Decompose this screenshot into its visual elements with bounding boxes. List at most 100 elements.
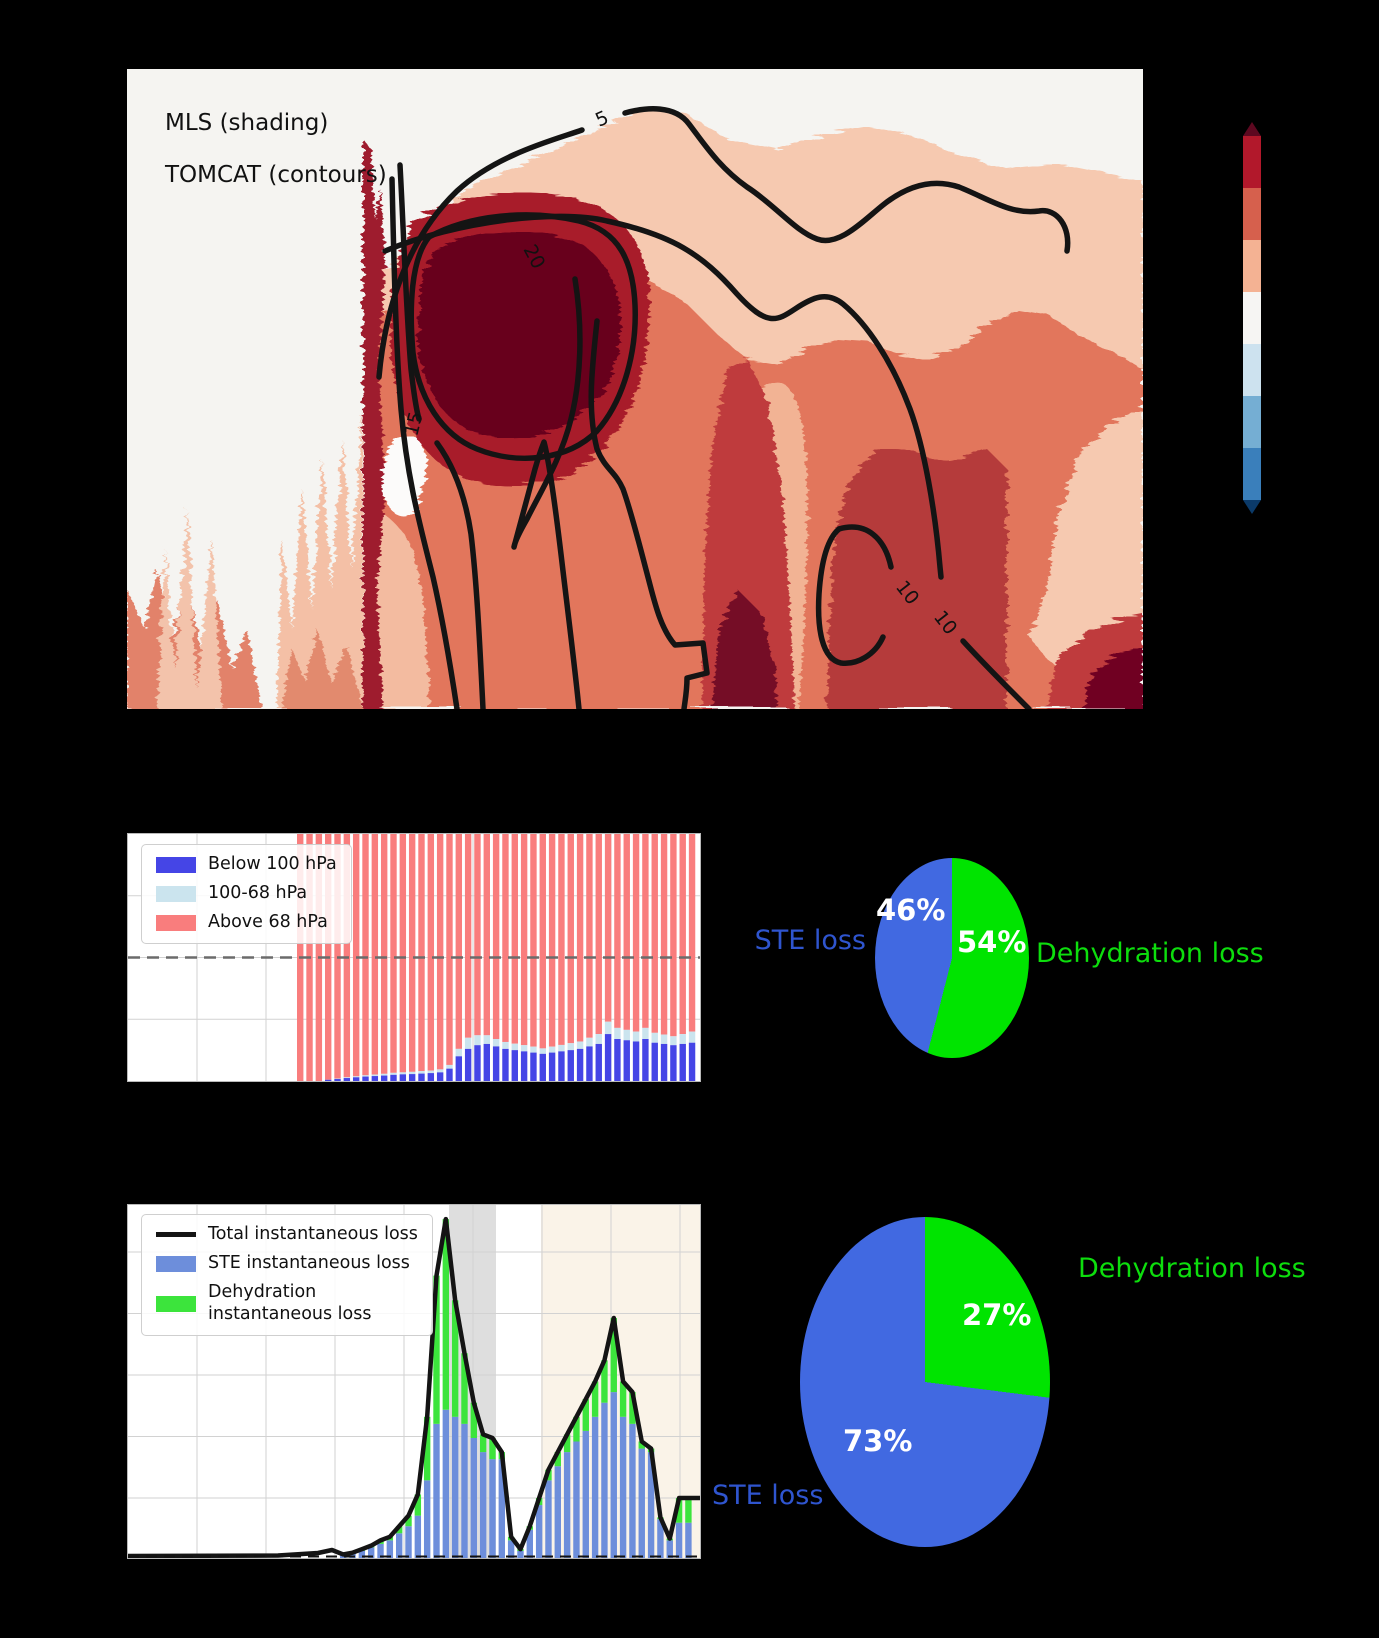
bar-ste — [526, 1529, 533, 1558]
bar-above68 — [595, 834, 602, 1035]
contour-15-lower — [434, 440, 486, 709]
bar-below100 — [614, 1039, 621, 1081]
bar-below100 — [324, 1079, 332, 1081]
bar-ste — [367, 1547, 375, 1558]
bar-100-68 — [408, 1071, 416, 1075]
bar-above68 — [464, 834, 472, 1038]
dehydration-label-bot: Dehydration loss — [1078, 1253, 1306, 1284]
bar-ste — [451, 1416, 459, 1558]
below-100-label: Below 100 hPa — [208, 854, 337, 874]
bar-below100 — [586, 1046, 593, 1081]
bar-100-68 — [595, 1034, 602, 1044]
bar-ste — [535, 1505, 543, 1558]
bar-100-68 — [679, 1034, 686, 1044]
bar-ste — [461, 1423, 468, 1558]
bar-dehydration — [638, 1441, 645, 1449]
bar-below100 — [539, 1053, 546, 1081]
bar-above68 — [390, 834, 397, 1073]
bar-100-68 — [576, 1041, 584, 1049]
bar-ste — [349, 1552, 356, 1558]
bar-above68 — [539, 834, 546, 1049]
bar-below100 — [352, 1077, 360, 1081]
total-loss-pie — [875, 858, 1029, 1058]
bar-below100 — [502, 1048, 509, 1081]
bar-dehydration — [675, 1497, 683, 1523]
contour-15-upper — [397, 162, 422, 422]
bar-below100 — [679, 1043, 686, 1081]
above-68-label: Above 68 hPa — [208, 911, 328, 932]
bar-above68 — [642, 834, 649, 1028]
bar-below100 — [642, 1039, 649, 1081]
bar-100-68 — [380, 1073, 388, 1076]
bar-above68 — [520, 834, 528, 1046]
mls-shading-regions — [127, 109, 1143, 709]
bar-below100 — [362, 1076, 369, 1081]
contour-10-tail — [960, 638, 1032, 709]
bar-ste — [685, 1522, 692, 1558]
bar-dehydration — [554, 1452, 561, 1467]
bar-100-68 — [520, 1045, 528, 1052]
bar-ste — [442, 1409, 450, 1558]
bar-100-68 — [399, 1072, 407, 1075]
bar-below100 — [408, 1074, 416, 1081]
colorbar — [1243, 122, 1261, 514]
bar-above68 — [380, 834, 388, 1074]
bar-dehydration — [433, 1275, 440, 1424]
bar-above68 — [623, 834, 630, 1030]
bar-above68 — [408, 834, 416, 1072]
bar-100-68 — [436, 1069, 444, 1073]
bar-below100 — [464, 1048, 472, 1081]
dehydration-label: Dehydration instantaneous loss — [208, 1281, 372, 1324]
bar-above68 — [604, 834, 612, 1022]
bar-ste — [638, 1448, 645, 1558]
bar-100-68 — [567, 1043, 574, 1051]
total-loss-line — [128, 1216, 700, 1558]
bar-below100 — [371, 1076, 379, 1081]
bar-100-68 — [539, 1048, 546, 1054]
contour-panel: 5 20 15 10 10 MLS (shading) TOMCAT (conto… — [127, 69, 1143, 709]
bar-above68 — [548, 834, 556, 1047]
bar-100-68 — [604, 1021, 612, 1035]
below-100-swatch — [156, 856, 196, 873]
bar-above68 — [688, 834, 696, 1032]
colorbar-segment-5 — [1243, 396, 1261, 448]
bar-below100 — [483, 1043, 490, 1081]
pressure-fraction-chart: Below 100 hPa 100-68 hPa Above 68 hPa — [127, 833, 701, 1082]
loss-legend: Total instantaneous loss STE instantaneo… — [141, 1214, 433, 1336]
contour-20-tail — [511, 276, 583, 709]
bar-ste — [545, 1480, 552, 1558]
between-100-68-swatch — [156, 885, 196, 902]
bar-ste — [647, 1452, 655, 1558]
bar-above68 — [660, 834, 668, 1035]
bar-100-68 — [455, 1048, 463, 1057]
bar-100-68 — [343, 1077, 351, 1079]
bar-above68 — [352, 834, 360, 1077]
bar-dehydration — [470, 1402, 478, 1438]
bar-ste — [433, 1423, 440, 1558]
bar-ste — [358, 1550, 366, 1558]
bar-below100 — [632, 1041, 640, 1081]
between-100-68-label: 100-68 hPa — [208, 882, 308, 903]
bar-below100 — [595, 1043, 602, 1081]
bar-below100 — [399, 1074, 407, 1081]
ste-loss-pct-mid: 46% — [876, 893, 946, 927]
bar-dehydration — [442, 1219, 450, 1410]
bar-ste — [666, 1540, 673, 1558]
colorbar-extend-under — [1243, 500, 1261, 514]
bar-dehydration — [573, 1416, 580, 1442]
contour-15-inner — [389, 176, 460, 709]
bar-below100 — [455, 1056, 463, 1081]
bar-below100 — [688, 1042, 696, 1081]
dehydration-label-mid: Dehydration loss — [1036, 938, 1264, 969]
contour-hook — [588, 318, 710, 709]
bar-ste — [563, 1452, 571, 1558]
legend-row-dehydration: Dehydration instantaneous loss — [156, 1282, 418, 1326]
bar-above68 — [586, 834, 593, 1038]
bar-100-68 — [502, 1041, 509, 1049]
bar-ste — [582, 1430, 589, 1558]
bar-below100 — [343, 1078, 351, 1081]
bar-100-68 — [651, 1032, 658, 1043]
bar-below100 — [567, 1050, 574, 1081]
contour-5-right — [622, 106, 1071, 254]
colorbar-segment-3 — [1243, 292, 1261, 344]
